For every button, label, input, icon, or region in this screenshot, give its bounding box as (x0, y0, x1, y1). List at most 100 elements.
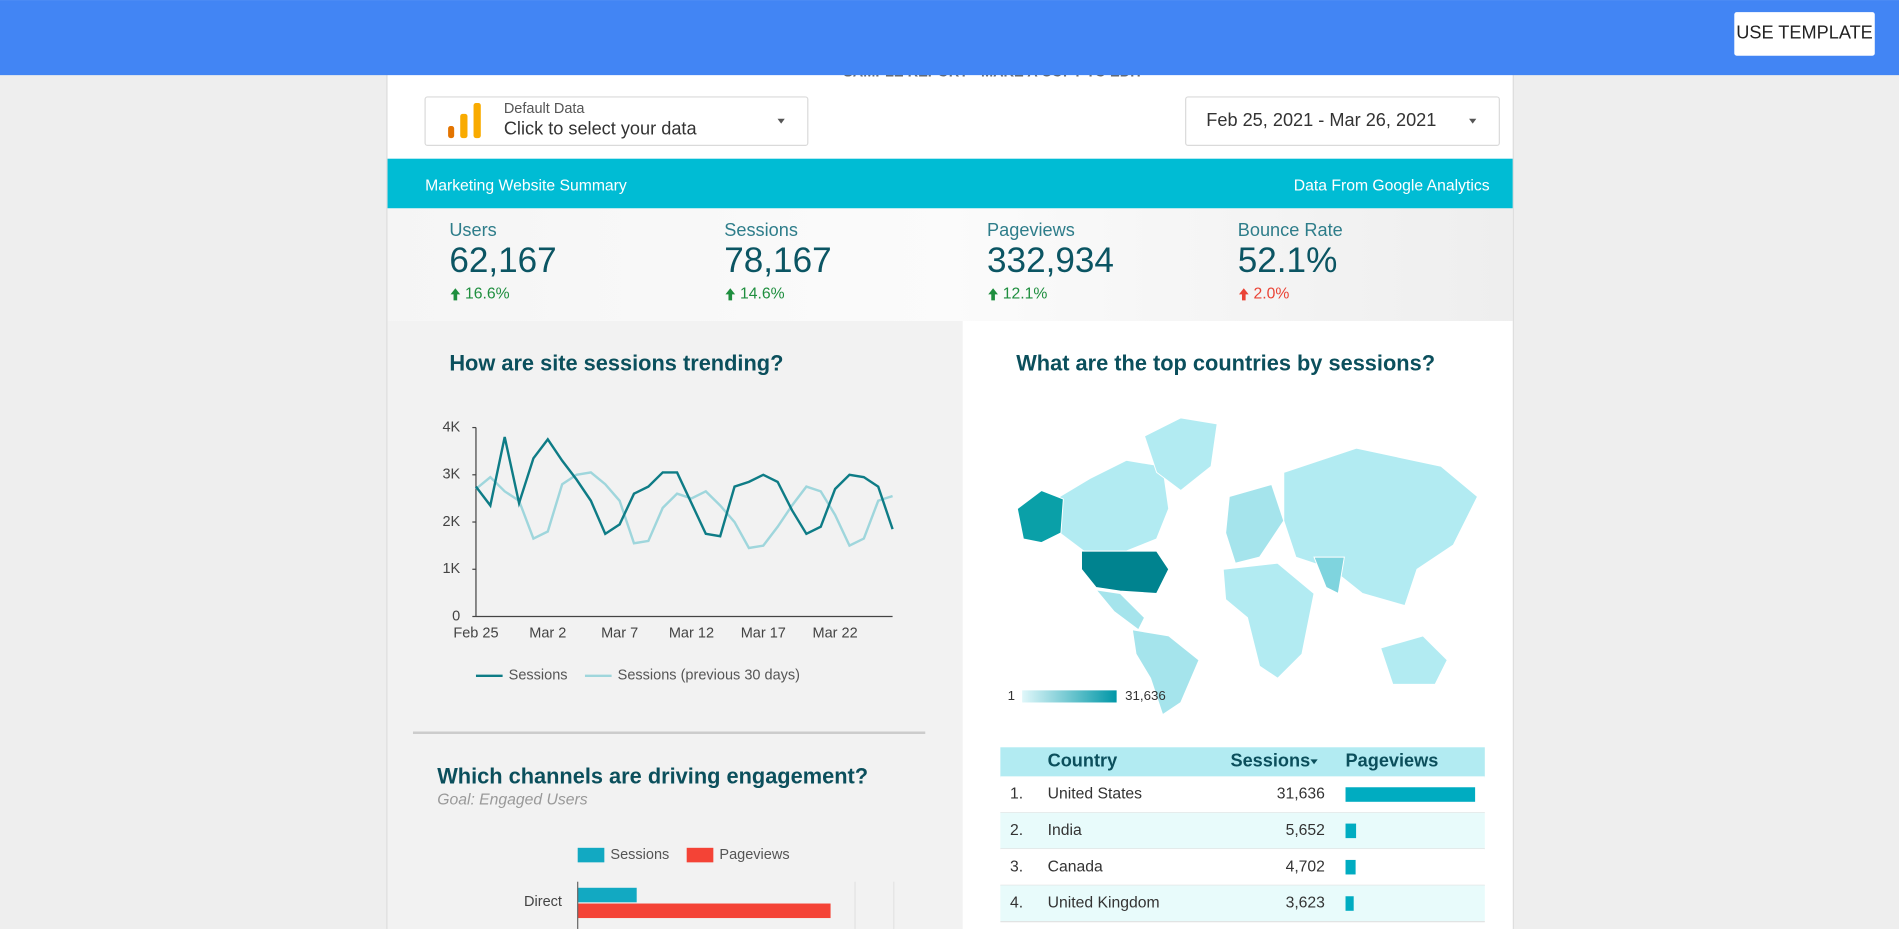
legend-label: Pageviews (719, 847, 789, 863)
y-tick-label: 2K (442, 514, 460, 530)
country: Canada (1048, 858, 1103, 875)
bar (577, 887, 637, 903)
scorecard-delta: 2.0% (1253, 285, 1289, 302)
delta-arrow (450, 288, 461, 301)
rank: 1. (1010, 786, 1023, 803)
region (1081, 550, 1170, 594)
banner-left: Marketing Website Summary (425, 178, 627, 195)
left-panel (387, 320, 963, 929)
country: India (1048, 822, 1082, 839)
icon (473, 102, 481, 139)
x-tick-label: Feb 25 (453, 625, 498, 641)
scorecard-label: Bounce Rate (1238, 220, 1343, 240)
sessions: 4,702 (1286, 858, 1325, 875)
scorecard-value: 78,167 (724, 241, 831, 280)
world-map (1016, 417, 1479, 716)
icon (448, 125, 455, 139)
scorecard-label: Pageviews (987, 220, 1075, 240)
column-header: Country (1048, 751, 1118, 771)
legend-swatch (686, 847, 714, 863)
chart-title: Which channels are driving engagement? (437, 763, 868, 788)
pageviews-bar (1345, 896, 1354, 911)
dropdown-arrow (777, 118, 785, 124)
scorecard-label: Sessions (724, 220, 798, 240)
bar (577, 903, 831, 919)
delta-arrow (725, 288, 736, 301)
y-tick-label: 3K (442, 467, 460, 483)
region (1131, 629, 1200, 716)
x-tick-label: Mar 12 (669, 625, 714, 641)
chart-title: How are site sessions trending? (449, 350, 783, 375)
data-source-control[interactable] (424, 96, 809, 146)
rank: 2. (1010, 822, 1023, 839)
date-control[interactable] (1185, 96, 1500, 146)
scorecard-delta: 16.6% (465, 285, 510, 302)
scorecard-band (387, 208, 1513, 321)
icon (460, 113, 468, 139)
y-tick-label: 4K (442, 419, 460, 435)
scorecard-delta: 12.1% (1003, 285, 1048, 302)
column-header: Sessions (1230, 751, 1310, 771)
scorecard-value: 52.1% (1238, 241, 1338, 280)
region (1222, 562, 1315, 679)
scorecard-delta: 14.6% (740, 285, 785, 302)
data-source-label: Default Data (504, 101, 586, 117)
pageviews-bar (1345, 859, 1356, 875)
map-title: What are the top countries by sessions? (1016, 350, 1435, 375)
date-range[interactable]: Feb 25, 2021 - Mar 26, 2021 (1206, 110, 1436, 130)
table-row (1000, 885, 1485, 922)
y-tick-label: 1K (442, 561, 460, 577)
region (1016, 489, 1064, 544)
map-legend-scale (1022, 690, 1117, 703)
map-legend-max: 31,636 (1125, 688, 1166, 703)
region (1094, 589, 1146, 631)
table-row (1000, 812, 1485, 850)
delta-arrow (988, 288, 998, 301)
x-tick-label: Mar 7 (601, 625, 638, 641)
data-source-prompt[interactable]: Click to select your data (504, 118, 698, 138)
delta-arrow (1238, 288, 1249, 301)
banner (387, 158, 1513, 209)
sessions: 5,652 (1286, 822, 1325, 839)
x-tick-label: Mar 17 (741, 625, 786, 641)
region (1143, 417, 1218, 492)
x-tick-label: Mar 22 (813, 625, 858, 641)
region (1313, 556, 1345, 595)
series-line (475, 471, 893, 550)
region (1225, 483, 1285, 564)
country: United States (1048, 786, 1143, 803)
table-row (1000, 849, 1485, 886)
trend-chart: 0 1K 2K 3K 4K Feb 25 Mar 2 Mar 7 Mar 12 Mar 17 Mar… (442, 419, 894, 684)
table-header (1000, 747, 1485, 778)
x-tick-label: Mar 2 (529, 625, 566, 641)
scorecard-value: 332,934 (987, 241, 1114, 280)
rank: 3. (1010, 858, 1023, 875)
legend-swatch (577, 847, 605, 863)
pageviews-bar (1345, 823, 1357, 839)
category-label: Direct (524, 894, 562, 910)
region (1059, 459, 1170, 552)
legend-label: Sessions (610, 847, 669, 863)
country-table: Country Sessions Pageviews 1. United States 3… (1000, 747, 1485, 923)
y-tick-label: 0 (452, 608, 460, 624)
chart-subtitle: Goal: Engaged Users (437, 792, 588, 809)
country: United Kingdom (1048, 895, 1160, 912)
button-label[interactable]: USE TEMPLATE (1736, 23, 1873, 43)
column-header: Pageviews (1346, 751, 1439, 771)
sessions: 3,623 (1286, 895, 1326, 912)
scorecard-value: 62,167 (449, 241, 556, 280)
use-template-button[interactable] (1734, 12, 1875, 56)
region (1380, 635, 1448, 685)
sessions: 31,636 (1277, 786, 1325, 803)
series-line (474, 436, 894, 538)
map-legend-min: 1 (1008, 688, 1015, 703)
sort-arrow (1310, 759, 1318, 765)
pageviews-bar (1345, 787, 1476, 802)
legend-label: Sessions (previous 30 days) (618, 668, 800, 684)
rank: 4. (1010, 895, 1023, 912)
banner-right: Data From Google Analytics (1294, 178, 1490, 195)
legend-label: Sessions (509, 668, 568, 684)
